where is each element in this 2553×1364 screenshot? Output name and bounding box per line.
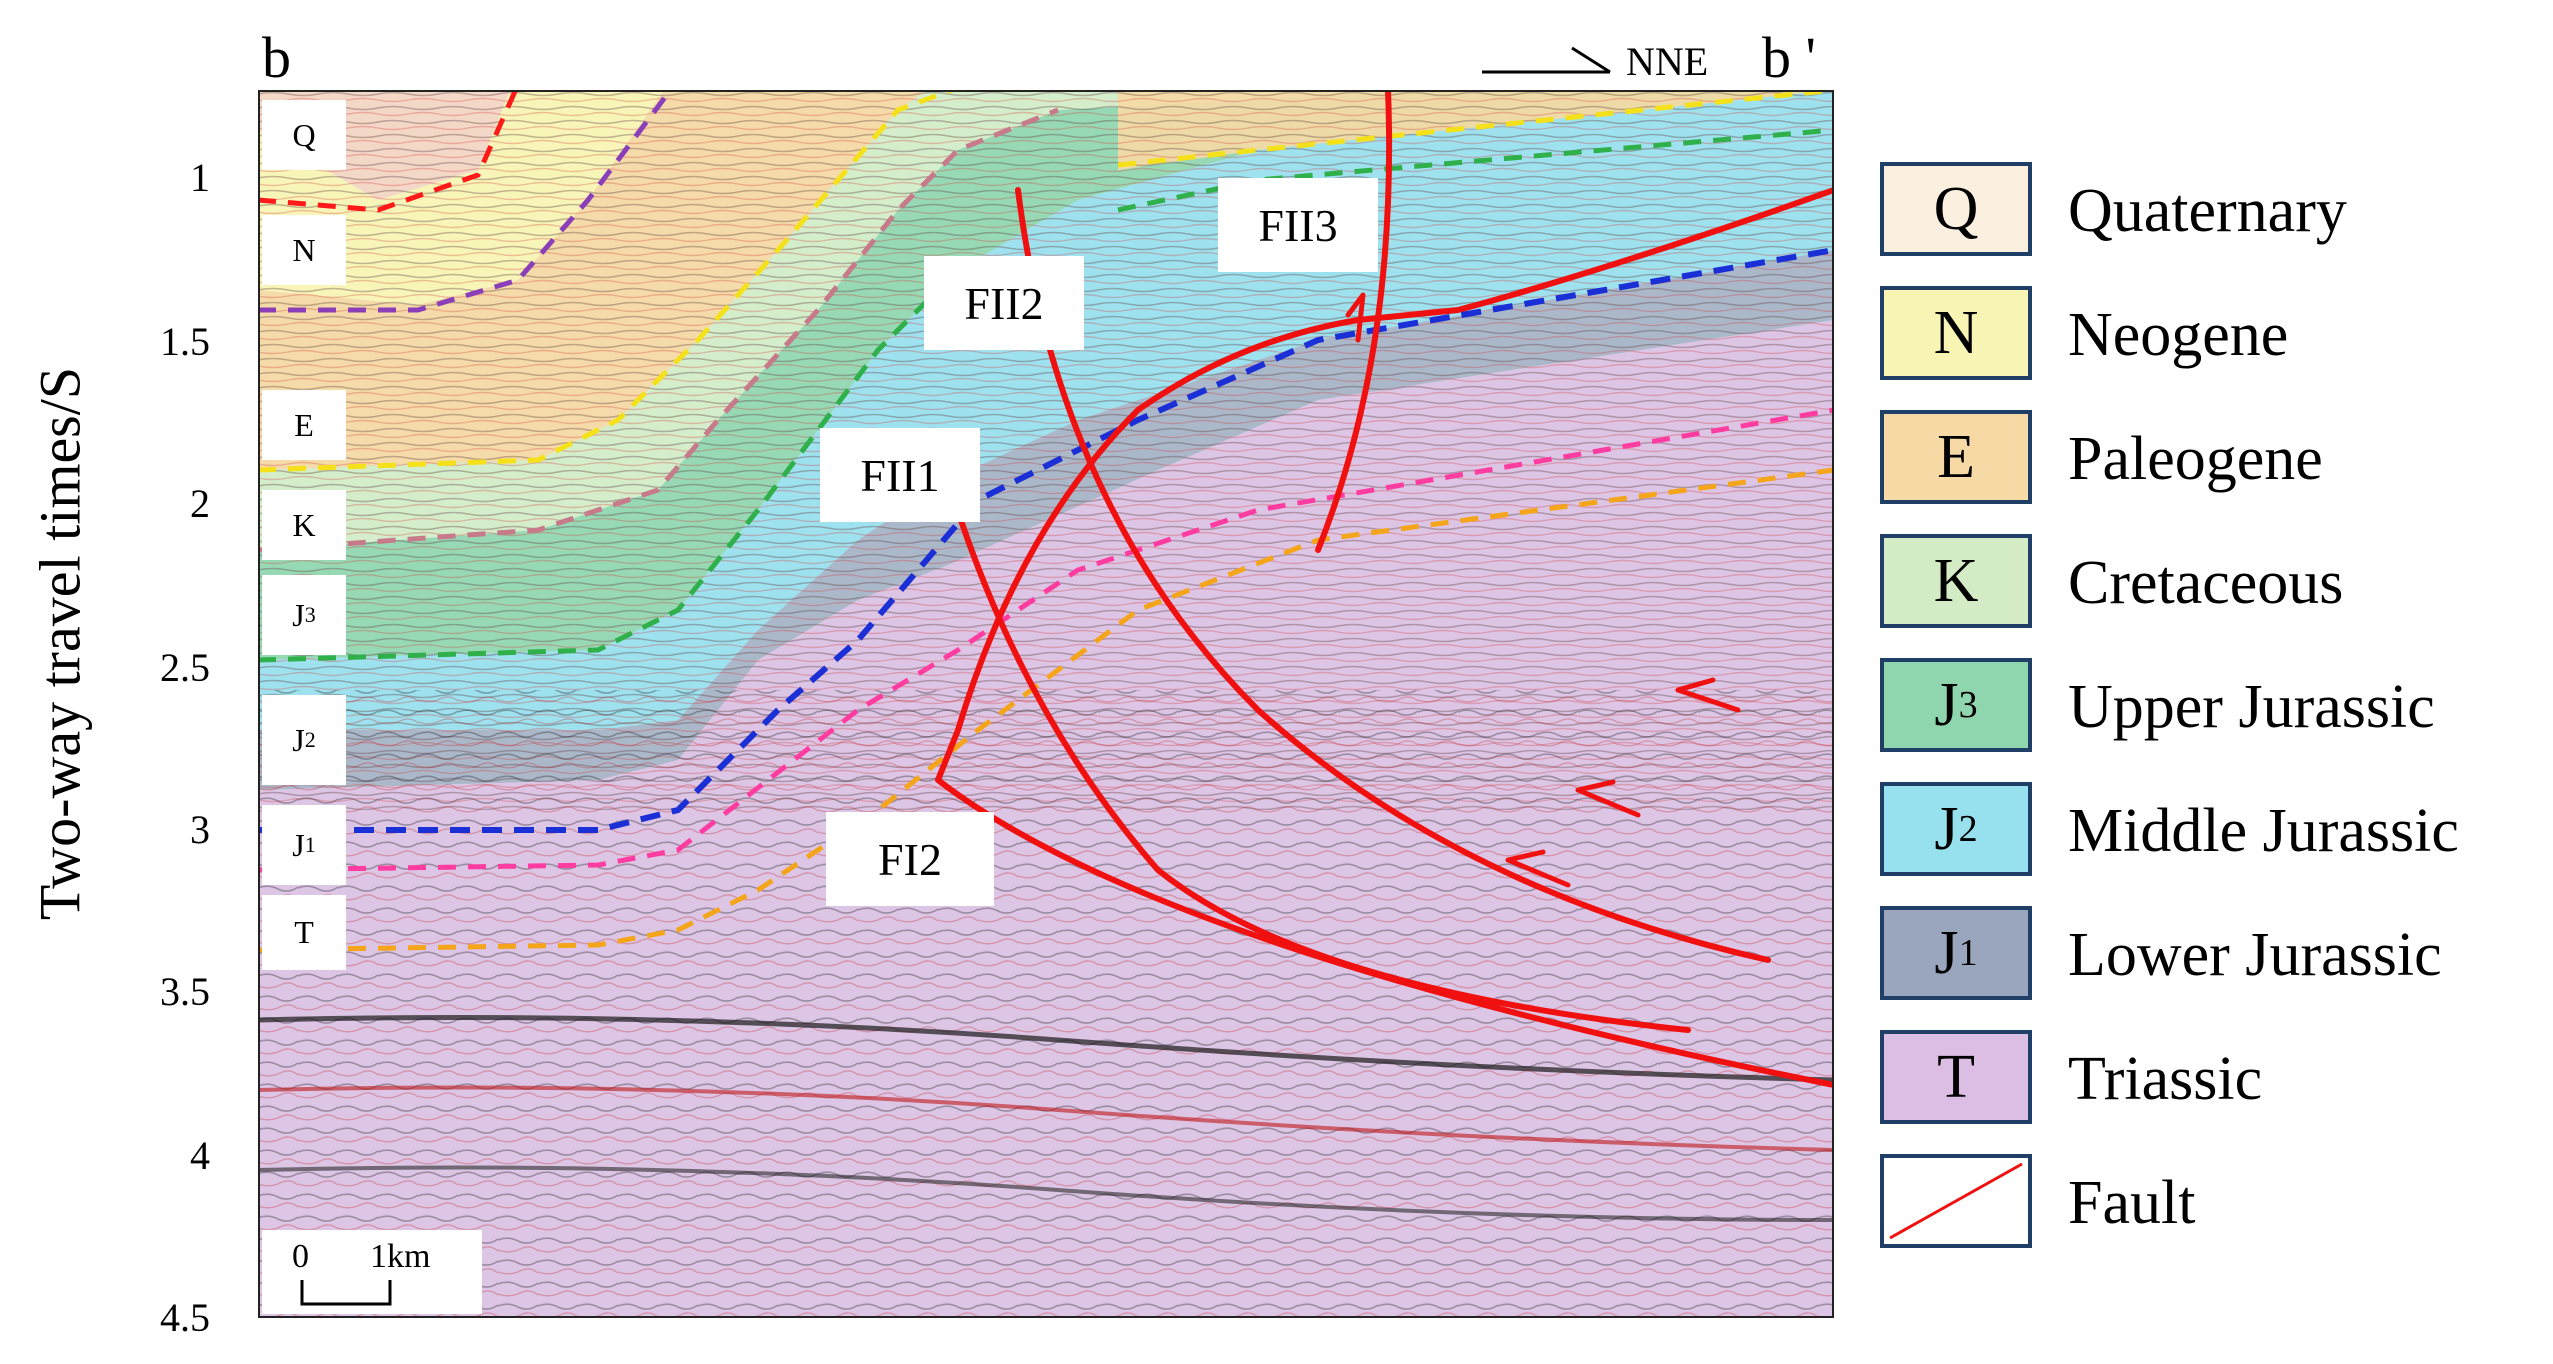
scale-bar-line — [300, 1280, 392, 1306]
y-tick: 3 — [190, 807, 210, 852]
scale-zero: 0 — [292, 1238, 309, 1275]
y-tick: 3.5 — [160, 969, 210, 1014]
legend-label-fault: Fault — [2068, 1169, 2196, 1237]
reflector — [258, 1165, 1834, 1222]
fault-fii1 — [945, 477, 1691, 1033]
legend-swatch-q: Q — [1880, 162, 2032, 256]
strat-label-n: N — [262, 215, 346, 285]
fault-label-fii1: FII1 — [820, 428, 980, 522]
horizon-neogene-base — [258, 90, 674, 313]
legend-label-k: Cretaceous — [2068, 549, 2344, 617]
legend-swatch-fault — [1880, 1154, 2032, 1248]
strat-label-e: E — [262, 390, 346, 460]
horizon-j2-base — [258, 247, 1834, 833]
y-tick: 2 — [190, 481, 210, 526]
slip-arrow-icon — [1345, 292, 1366, 343]
horizon-quaternary-base — [258, 90, 519, 213]
fault-fii3 — [1315, 90, 1393, 553]
strat-label-q: Q — [262, 100, 346, 170]
horizon-j1-base — [258, 407, 1834, 873]
fault-fi2 — [935, 777, 1834, 1088]
y-tick: 1 — [190, 155, 210, 200]
legend-swatch-e: E — [1880, 410, 2032, 504]
legend-label-j1: Lower Jurassic — [2068, 921, 2442, 989]
legend-label-j2: Middle Jurassic — [2068, 797, 2459, 865]
slip-arrow-icon — [1575, 779, 1641, 818]
fault-label-fii3: FII3 — [1218, 178, 1378, 272]
fault-label-fi2: FI2 — [826, 812, 994, 906]
legend-label-j3: Upper Jurassic — [2068, 673, 2435, 741]
seismic-noise — [258, 690, 1834, 1318]
legend-label-t: Triassic — [2068, 1045, 2263, 1113]
legend-label-q: Quaternary — [2068, 177, 2347, 245]
horizon-j3-base — [258, 127, 1834, 663]
scale-bar: 0 1km — [262, 1230, 482, 1314]
y-tick: 4 — [190, 1133, 210, 1178]
fault-line-icon — [1889, 1162, 2023, 1240]
horizon-cretaceous-base — [258, 107, 1059, 553]
y-tick: 4.5 — [160, 1295, 210, 1340]
legend-swatch-t: T — [1880, 1030, 2032, 1124]
section-frame — [258, 90, 1834, 1318]
horizon-triassic-base — [258, 467, 1834, 953]
horizon-paleogene-base — [258, 90, 1834, 473]
fault-main-detachment — [935, 187, 1834, 783]
y-axis-label: Two-way travel times/S — [27, 366, 93, 921]
legend-label-n: Neogene — [2068, 301, 2289, 369]
strat-label-t: T — [262, 895, 346, 970]
scale-length: 1km — [370, 1238, 431, 1275]
reflector — [258, 1085, 1834, 1152]
direction-arrow-icon — [1482, 46, 1611, 74]
strat-label-k: K — [262, 490, 346, 560]
section-start-label: b — [262, 25, 291, 90]
y-tick: 1.5 — [160, 319, 210, 364]
section-end-label: b ' — [1762, 25, 1816, 90]
y-tick: 2.5 — [160, 645, 210, 690]
slip-arrow-icon — [1675, 677, 1741, 713]
legend-label-e: Paleogene — [2068, 425, 2323, 493]
legend-swatch-k: K — [1880, 534, 2032, 628]
direction-label: NNE — [1626, 39, 1709, 84]
fault-label-fii2: FII2 — [924, 256, 1084, 350]
slip-arrow-icon — [1505, 849, 1571, 888]
fault-fii2 — [1015, 187, 1771, 963]
legend-swatch-n: N — [1880, 286, 2032, 380]
reflector — [258, 1015, 1834, 1083]
